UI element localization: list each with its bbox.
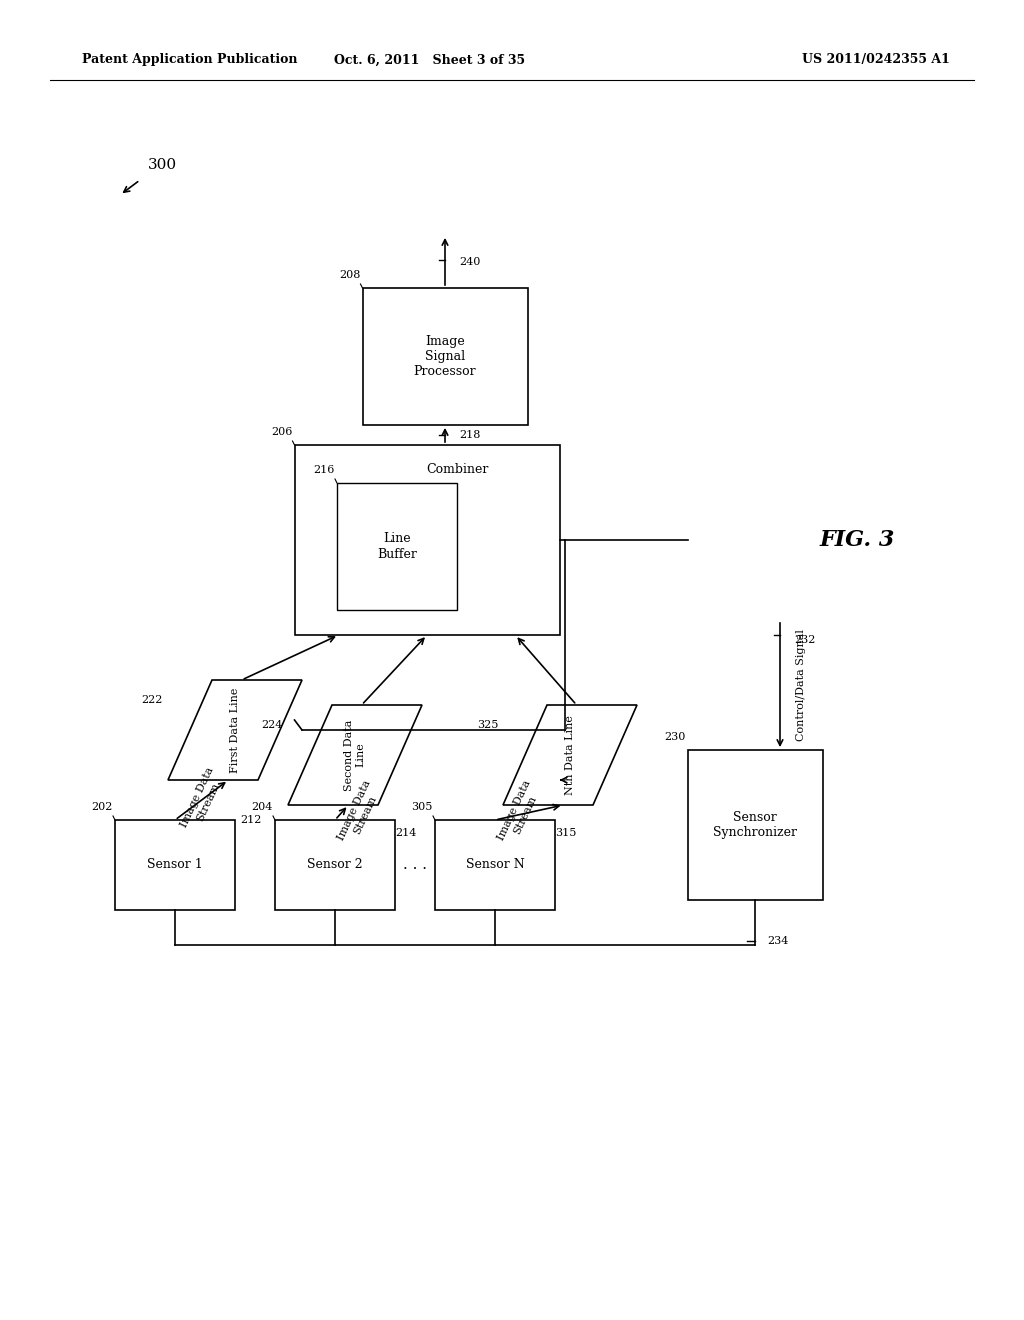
Text: Sensor 1: Sensor 1: [147, 858, 203, 871]
Text: US 2011/0242355 A1: US 2011/0242355 A1: [802, 54, 950, 66]
Text: Sensor 2: Sensor 2: [307, 858, 362, 871]
Bar: [295, 445, 559, 635]
Text: 240: 240: [459, 257, 480, 267]
Bar: [275, 820, 395, 909]
Text: Image Data
Stream: Image Data Stream: [337, 779, 384, 846]
Text: Second Data
Line: Second Data Line: [344, 719, 366, 791]
Text: First Data Line: First Data Line: [230, 688, 240, 772]
Bar: [115, 820, 234, 909]
Polygon shape: [288, 705, 422, 805]
Text: Line
Buffer: Line Buffer: [377, 532, 417, 561]
Bar: [337, 483, 457, 610]
Text: . . .: . . .: [403, 858, 427, 873]
Bar: [362, 288, 527, 425]
Text: 208: 208: [339, 271, 360, 280]
Polygon shape: [503, 705, 637, 805]
Text: Patent Application Publication: Patent Application Publication: [82, 54, 298, 66]
Text: Sensor N: Sensor N: [466, 858, 524, 871]
Text: 315: 315: [555, 828, 577, 837]
Text: 202: 202: [91, 803, 113, 812]
Polygon shape: [168, 680, 302, 780]
Text: 222: 222: [141, 696, 163, 705]
Text: 212: 212: [240, 814, 261, 825]
Text: 204: 204: [252, 803, 273, 812]
Text: 206: 206: [271, 426, 293, 437]
Text: Control/Data Signal: Control/Data Signal: [796, 630, 806, 741]
Text: 214: 214: [395, 828, 417, 837]
Text: 325: 325: [476, 719, 498, 730]
Text: Nth Data Line: Nth Data Line: [565, 715, 575, 795]
Text: 218: 218: [459, 430, 480, 440]
Text: FIG. 3: FIG. 3: [820, 529, 895, 550]
Text: Combiner: Combiner: [426, 463, 488, 477]
Text: 305: 305: [412, 803, 433, 812]
Text: Image Data
Stream: Image Data Stream: [497, 779, 544, 846]
Bar: [687, 750, 822, 900]
Text: Image
Signal
Processor: Image Signal Processor: [414, 335, 476, 378]
Text: 300: 300: [148, 158, 177, 172]
Text: 216: 216: [313, 465, 335, 475]
Text: 232: 232: [794, 635, 815, 645]
Text: Oct. 6, 2011   Sheet 3 of 35: Oct. 6, 2011 Sheet 3 of 35: [335, 54, 525, 66]
Text: 230: 230: [665, 733, 685, 742]
Text: 234: 234: [767, 936, 788, 946]
Text: Image Data
Stream: Image Data Stream: [179, 766, 226, 834]
Text: 224: 224: [261, 719, 283, 730]
Bar: [435, 820, 555, 909]
Text: Sensor
Synchronizer: Sensor Synchronizer: [713, 810, 797, 840]
